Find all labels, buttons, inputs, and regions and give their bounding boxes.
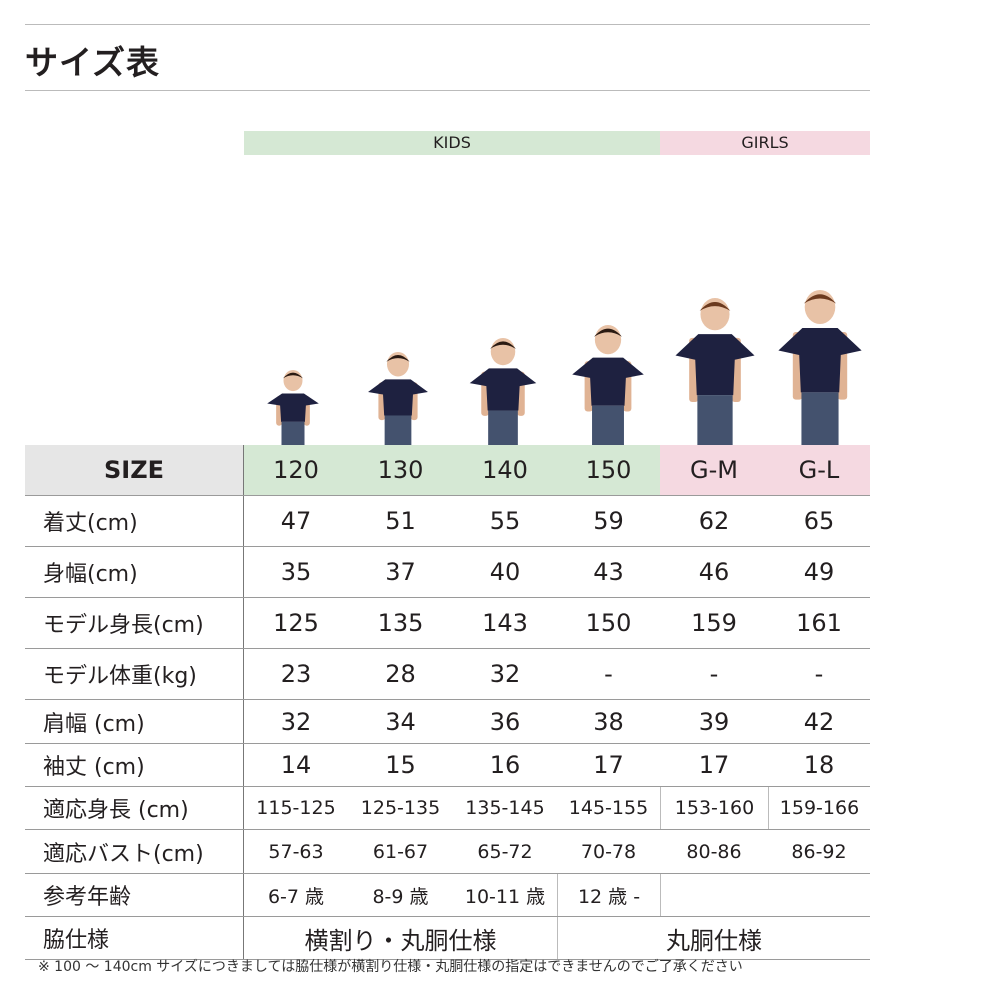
model-figure bbox=[368, 352, 428, 445]
size-header-cell: 150 bbox=[557, 445, 660, 495]
table-cell: - bbox=[604, 660, 613, 688]
table-cell: 32 bbox=[489, 660, 521, 688]
size-header-cell: G-L bbox=[768, 445, 870, 495]
table-cell: 32 bbox=[280, 707, 312, 736]
row-label: 身幅(cm) bbox=[25, 547, 244, 597]
table-cell: 8-9 歳 bbox=[372, 885, 429, 908]
table-cell: 62 bbox=[698, 507, 730, 535]
table-cell: 40 bbox=[489, 558, 521, 586]
row-label: 肩幅 (cm) bbox=[25, 700, 244, 743]
table-row: 肩幅 (cm) 32 34 36 38 39 42 bbox=[25, 700, 870, 744]
table-row: 脇仕様 横割り・丸胴仕様 丸胴仕様 bbox=[25, 917, 870, 960]
size-table: SIZE 120 130 140 150 G-M G-L 着丈(cm) 47 51 55 59 62 65… bbox=[25, 445, 870, 960]
table-cell: 17 bbox=[698, 751, 730, 779]
girls-group-band: GIRLS bbox=[660, 131, 870, 155]
model-figure bbox=[469, 338, 537, 445]
table-cell: 135-145 bbox=[465, 797, 545, 819]
table-cell: 115-125 bbox=[256, 797, 336, 819]
kids-group-band: KIDS bbox=[244, 131, 660, 155]
table-cell: 145-155 bbox=[568, 797, 649, 819]
table-cell: 86-92 bbox=[791, 840, 847, 863]
table-row: 適応バスト(cm) 57-63 61-67 65-72 70-78 80-86 86-92 bbox=[25, 830, 870, 874]
footnote: ※ 100 ～ 140cm サイズにつきましては脇仕様が横割り仕様・丸胴仕様の指… bbox=[38, 959, 743, 975]
table-cell bbox=[660, 874, 870, 916]
table-cell: 125 bbox=[273, 609, 319, 637]
table-cell: 46 bbox=[698, 558, 730, 586]
table-cell: 38 bbox=[593, 707, 624, 736]
table-cell: 159-166 bbox=[768, 787, 870, 829]
row-label: 着丈(cm) bbox=[25, 496, 244, 546]
table-cell: 39 bbox=[698, 707, 730, 736]
table-row: モデル体重(kg) 23 28 32 - - - bbox=[25, 649, 870, 700]
table-cell: 23 bbox=[280, 660, 312, 688]
model-figure bbox=[778, 290, 862, 445]
table-cell: 51 bbox=[385, 507, 416, 535]
table-cell: 65-72 bbox=[477, 840, 533, 863]
table-row: 適応身長 (cm) 115-125 125-135 135-145 145-155 153… bbox=[25, 787, 870, 830]
table-cell: - bbox=[709, 660, 719, 688]
table-cell: 36 bbox=[489, 707, 521, 736]
page-title: サイズ表 bbox=[25, 43, 161, 82]
table-cell: 28 bbox=[385, 660, 416, 688]
size-header-cell: 140 bbox=[453, 445, 557, 495]
table-row: モデル身長(cm) 125 135 143 150 159 161 bbox=[25, 598, 870, 649]
table-cell: 16 bbox=[489, 751, 521, 779]
table-row: 袖丈 (cm) 14 15 16 17 17 18 bbox=[25, 744, 870, 787]
table-cell: 49 bbox=[803, 558, 835, 586]
table-cell: 15 bbox=[385, 751, 416, 779]
table-cell: 153-160 bbox=[660, 787, 768, 829]
table-cell: 35 bbox=[280, 558, 312, 586]
table-cell: 42 bbox=[803, 707, 835, 736]
table-cell: 横割り・丸胴仕様 bbox=[304, 926, 497, 955]
size-header-row: SIZE 120 130 140 150 G-M G-L bbox=[25, 445, 870, 496]
top-rule bbox=[25, 24, 870, 25]
table-cell: 159 bbox=[691, 609, 737, 637]
table-cell: 150 bbox=[585, 609, 632, 637]
table-cell: 丸胴仕様 bbox=[557, 917, 870, 959]
table-cell: 43 bbox=[593, 558, 624, 586]
table-cell: 12 歳 - bbox=[557, 874, 660, 916]
table-cell: 135 bbox=[377, 609, 424, 637]
model-figure bbox=[267, 370, 319, 445]
table-cell: 17 bbox=[593, 751, 624, 779]
table-cell: 10-11 歳 bbox=[464, 885, 546, 908]
model-figure bbox=[675, 298, 755, 445]
table-cell: 57-63 bbox=[268, 840, 324, 863]
table-cell: 80-86 bbox=[686, 840, 742, 863]
table-cell: 47 bbox=[280, 507, 312, 535]
size-header-cell: G-M bbox=[660, 445, 768, 495]
table-row: 着丈(cm) 47 51 55 59 62 65 bbox=[25, 496, 870, 547]
table-cell: 55 bbox=[489, 507, 521, 535]
row-label: モデル身長(cm) bbox=[25, 598, 244, 648]
table-cell: 61-67 bbox=[372, 840, 429, 863]
table-row: 参考年齢 6-7 歳 8-9 歳 10-11 歳 12 歳 - bbox=[25, 874, 870, 917]
table-cell: 14 bbox=[280, 751, 312, 779]
row-label: モデル体重(kg) bbox=[25, 649, 244, 699]
row-label: 適応身長 (cm) bbox=[25, 787, 244, 829]
size-header-cell: 120 bbox=[244, 445, 348, 495]
size-header-cell: 130 bbox=[348, 445, 453, 495]
table-cell: 70-78 bbox=[580, 840, 637, 863]
row-label: 脇仕様 bbox=[25, 917, 244, 959]
table-cell: 37 bbox=[385, 558, 416, 586]
row-label: 適応バスト(cm) bbox=[25, 830, 244, 873]
table-cell: - bbox=[814, 660, 824, 688]
table-cell: 6-7 歳 bbox=[267, 885, 325, 908]
table-cell: 143 bbox=[482, 609, 528, 637]
title-rule bbox=[25, 90, 870, 91]
row-label: 参考年齢 bbox=[25, 874, 244, 916]
table-cell: 34 bbox=[385, 707, 416, 736]
table-cell: 125-135 bbox=[360, 797, 441, 819]
row-label: 袖丈 (cm) bbox=[25, 744, 244, 786]
table-cell: 18 bbox=[803, 751, 835, 779]
model-figure bbox=[572, 325, 644, 445]
size-header-label: SIZE bbox=[25, 445, 244, 495]
model-photos bbox=[267, 290, 862, 445]
table-cell: 59 bbox=[593, 507, 624, 535]
table-row: 身幅(cm) 35 37 40 43 46 49 bbox=[25, 547, 870, 598]
table-cell: 65 bbox=[803, 507, 835, 535]
table-cell: 161 bbox=[796, 609, 842, 637]
